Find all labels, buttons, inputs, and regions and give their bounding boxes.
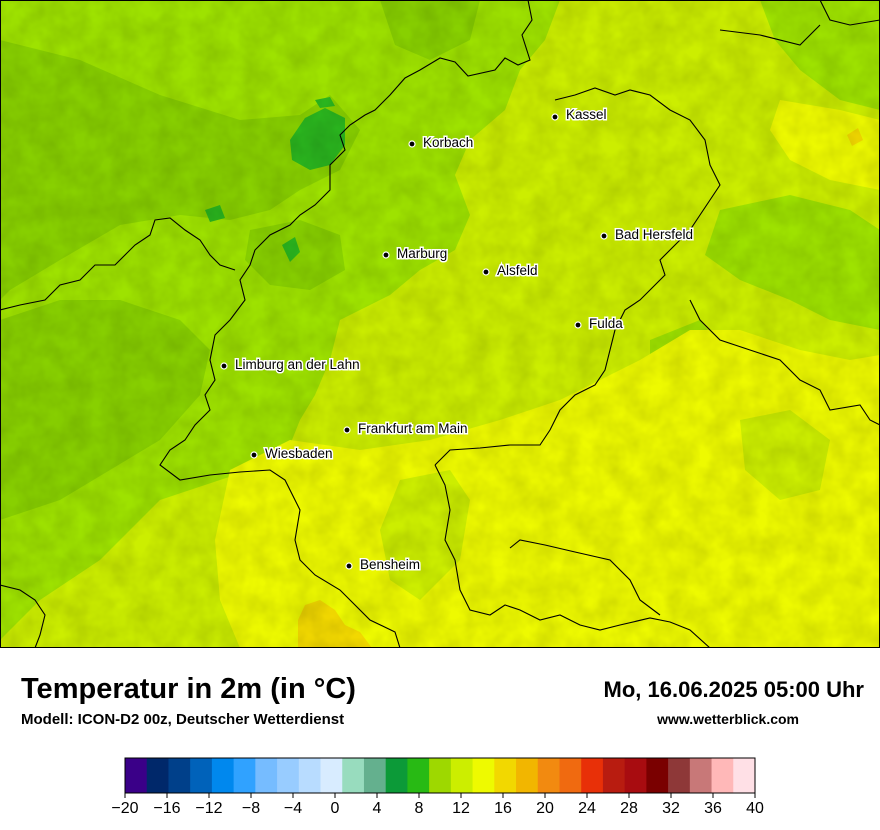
legend-tick-label: 12 xyxy=(452,800,470,817)
valid-datetime: Mo, 16.06.2025 05:00 Uhr xyxy=(603,677,864,702)
border-se xyxy=(689,299,880,426)
legend-tick-label: 32 xyxy=(662,800,680,817)
city-fulda: Fulda xyxy=(574,315,625,333)
city-dot xyxy=(343,426,351,434)
legend-swatch xyxy=(668,758,691,793)
legend-tick-label: −20 xyxy=(111,800,138,817)
city-label: Marburg xyxy=(397,246,447,261)
legend-swatch xyxy=(646,758,669,793)
legend-swatch xyxy=(363,758,387,793)
city-dot xyxy=(220,362,228,370)
legend-tick-label: −8 xyxy=(242,800,260,817)
legend-tick-label: 36 xyxy=(704,800,722,817)
border-north xyxy=(819,0,880,26)
legend-swatch xyxy=(233,758,256,793)
legend-tick-label: 16 xyxy=(494,800,512,817)
city-label: Limburg an der Lahn xyxy=(235,357,360,372)
border-west-rp xyxy=(0,217,236,311)
city-dot xyxy=(345,562,353,570)
border-bavaria xyxy=(434,464,711,648)
city-label: Fulda xyxy=(589,316,623,331)
legend-swatch xyxy=(689,758,713,793)
legend-swatch xyxy=(516,758,539,793)
legend-swatch xyxy=(581,758,604,793)
city-markers: Kassel Korbach Bad Hersfeld Marburg Alsf… xyxy=(220,106,695,574)
border-bw xyxy=(509,539,661,616)
legend-swatch xyxy=(168,758,191,793)
legend-tick-label: 0 xyxy=(331,800,340,817)
city-frankfurt: Frankfurt am Main xyxy=(343,420,469,438)
border-ne xyxy=(719,24,821,46)
legend-tick-label: 4 xyxy=(373,800,382,817)
legend-swatch xyxy=(125,758,148,793)
temperature-map: Kassel Korbach Bad Hersfeld Marburg Alsf… xyxy=(0,0,880,648)
city-label: Bad Hersfeld xyxy=(615,227,693,242)
city-marburg: Marburg xyxy=(382,245,449,263)
website-link[interactable]: www.wetterblick.com xyxy=(657,711,799,727)
legend-swatch xyxy=(494,758,517,793)
legend-tick-label: 24 xyxy=(578,800,596,817)
city-label: Korbach xyxy=(423,135,473,150)
legend-tick-label: 8 xyxy=(415,800,424,817)
info-panel: Temperatur in 2m (in °C) Modell: ICON-D2… xyxy=(0,648,880,830)
city-label: Wiesbaden xyxy=(265,446,333,461)
border-sw xyxy=(0,584,46,648)
legend-swatch xyxy=(472,758,495,793)
legend-swatch xyxy=(211,758,235,793)
legend-swatch xyxy=(407,758,430,793)
city-dot xyxy=(482,268,490,276)
legend-swatch xyxy=(602,758,626,793)
city-dot xyxy=(574,321,582,329)
legend-tick-label: −12 xyxy=(195,800,222,817)
map-title: Temperatur in 2m (in °C) xyxy=(21,673,356,705)
legend-swatch xyxy=(429,758,452,793)
city-label: Bensheim xyxy=(360,557,420,572)
legend-swatch xyxy=(537,758,560,793)
city-dot xyxy=(600,232,608,240)
city-label: Alsfeld xyxy=(497,263,538,278)
legend-swatch xyxy=(624,758,647,793)
legend-swatch xyxy=(190,758,213,793)
legend-swatch xyxy=(298,758,322,793)
legend-tick-label: 20 xyxy=(536,800,554,817)
legend-swatch xyxy=(711,758,734,793)
legend-swatch xyxy=(146,758,169,793)
city-korbach: Korbach xyxy=(408,134,475,152)
legend-swatch xyxy=(320,758,343,793)
city-bad-hersfeld: Bad Hersfeld xyxy=(600,226,695,244)
model-source: Modell: ICON-D2 00z, Deutscher Wetterdie… xyxy=(21,711,345,728)
legend-tick-label: −16 xyxy=(153,800,180,817)
legend-swatch xyxy=(385,758,408,793)
legend-tick-label: 40 xyxy=(746,800,764,817)
hessen-border xyxy=(159,0,533,648)
legend-swatch xyxy=(255,758,278,793)
legend-swatch xyxy=(277,758,300,793)
hessen-east-border xyxy=(434,87,721,466)
city-dot xyxy=(408,140,416,148)
legend-swatch xyxy=(342,758,365,793)
city-wiesbaden: Wiesbaden xyxy=(250,445,334,463)
legend-tick-label: −4 xyxy=(284,800,302,817)
legend-frame xyxy=(124,757,756,794)
legend-tick-label: 28 xyxy=(620,800,638,817)
city-kassel: Kassel xyxy=(551,106,608,124)
city-bensheim: Bensheim xyxy=(345,556,422,574)
city-limburg: Limburg an der Lahn xyxy=(220,356,361,374)
state-borders xyxy=(0,0,880,648)
city-dot xyxy=(551,113,559,121)
city-dot xyxy=(382,251,390,259)
color-legend: −20 −16 −12 −8 −4 0 4 8 12 16 20 24 28 32 36 40 xyxy=(111,757,764,817)
city-alsfeld: Alsfeld xyxy=(482,262,539,280)
legend-swatch xyxy=(450,758,474,793)
city-label: Kassel xyxy=(566,107,607,122)
field-texture xyxy=(0,0,880,648)
legend-swatch xyxy=(733,758,756,793)
city-dot xyxy=(250,451,258,459)
city-label: Frankfurt am Main xyxy=(358,421,468,436)
legend-swatch xyxy=(559,758,582,793)
